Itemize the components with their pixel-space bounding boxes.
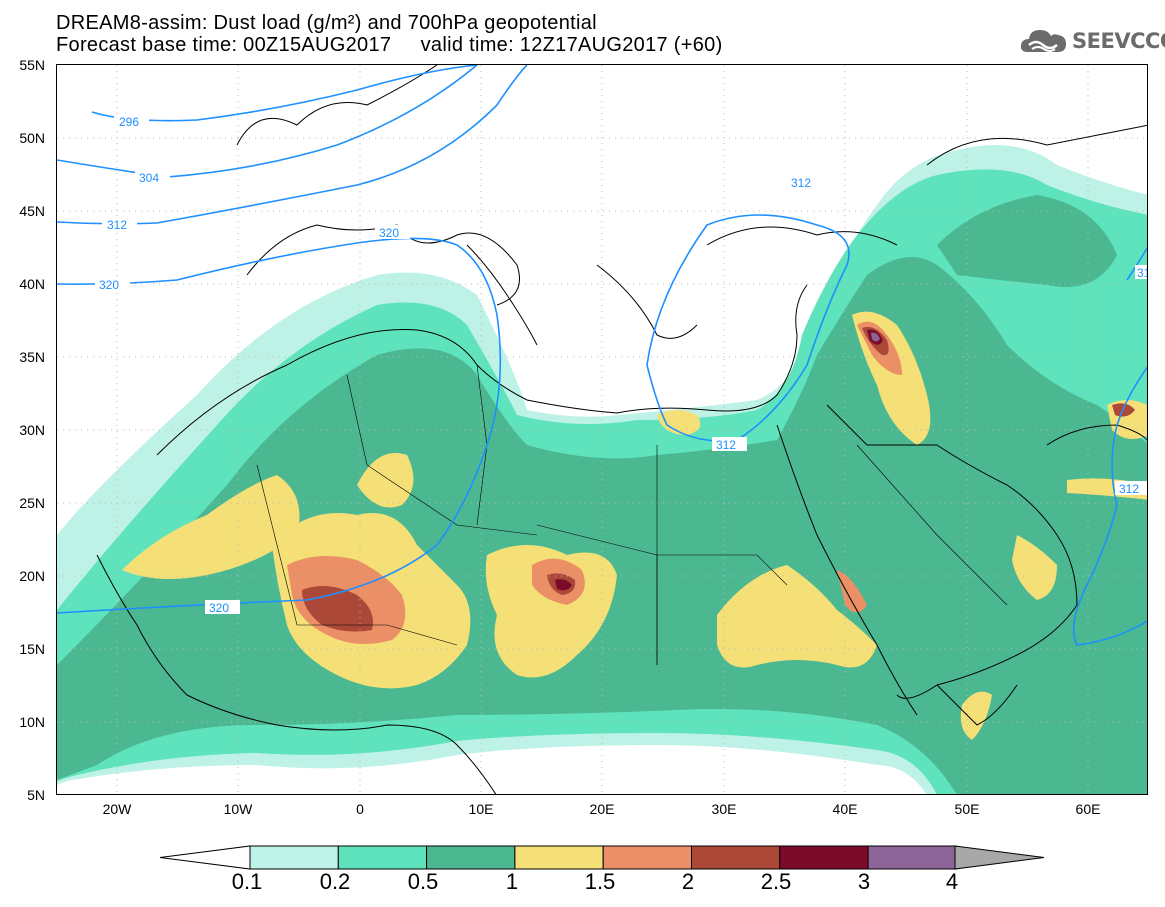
colorbar-swatch	[602, 845, 693, 870]
dust-shading-3.0	[871, 332, 880, 342]
colorbar-swatch	[249, 845, 339, 870]
chart-subtitle: Forecast base time: 00Z15AUG2017 valid t…	[56, 34, 723, 56]
colorbar-high-triangle	[954, 845, 1045, 870]
contour-label: 304	[135, 170, 170, 185]
svg-text:312: 312	[1119, 482, 1139, 496]
cloud-logo-icon	[1020, 30, 1066, 52]
lon-label: 60E	[1075, 801, 1101, 817]
contour-label: 320	[95, 277, 130, 292]
contour-label: 312	[787, 175, 822, 190]
colorbar-swatch	[867, 845, 957, 870]
contour-label: 312	[1115, 481, 1147, 496]
contour-label: 320	[205, 600, 240, 615]
lat-label: 10N	[19, 714, 45, 730]
colorbar-swatch	[691, 845, 781, 870]
lat-label: 40N	[19, 276, 45, 292]
lon-label: 10E	[468, 801, 494, 817]
lon-label: 30E	[711, 801, 737, 817]
contour-labels: 296 304 312 320 320 312 312 312 320 312	[95, 114, 1148, 615]
colorbar-swatches	[249, 845, 957, 870]
geopotential-contours	[57, 65, 1147, 646]
lat-label: 45N	[19, 203, 45, 219]
colorbar-label: 0.1	[231, 869, 263, 894]
svg-text:312: 312	[716, 438, 736, 452]
coastlines	[96, 65, 1147, 794]
svg-text:320: 320	[209, 601, 229, 615]
lat-label: 50N	[19, 130, 45, 146]
lat-label: 25N	[19, 495, 45, 511]
colorbar-low-triangle	[160, 845, 251, 870]
contour-label: 320	[375, 225, 410, 240]
svg-text:296: 296	[119, 115, 139, 129]
contour-label: 312	[1135, 265, 1148, 280]
lat-label: 15N	[19, 641, 45, 657]
lon-label: 0	[356, 801, 364, 817]
colorbar-swatch	[337, 845, 428, 870]
lon-label: 20E	[589, 801, 615, 817]
colorbar-label: 2	[681, 869, 695, 894]
colorbar-label: 0.5	[407, 869, 439, 894]
lat-label: 30N	[19, 422, 45, 438]
lat-label: 35N	[19, 349, 45, 365]
colorbar-label: 1	[505, 869, 519, 894]
contour-label: 312	[712, 437, 747, 452]
contour-label: 296	[114, 114, 149, 129]
graticule	[57, 65, 1147, 794]
colorbar	[160, 845, 1045, 870]
colorbar-label: 2.5	[760, 869, 792, 894]
lon-label: 20W	[102, 801, 132, 817]
dust-map: 296 304 312 320 320 312 312 312 320 312	[57, 65, 1148, 794]
colorbar-swatch	[514, 845, 604, 870]
lat-label: 5N	[27, 787, 45, 803]
contour-label: 312	[102, 217, 137, 232]
svg-text:312: 312	[1137, 266, 1148, 280]
logo-text: SEEVCCC	[1072, 29, 1165, 53]
lat-label: 55N	[19, 57, 45, 73]
lon-label: 50E	[954, 801, 980, 817]
colorbar-swatch	[426, 845, 516, 870]
svg-text:312: 312	[791, 176, 811, 190]
chart-title: DREAM8-assim: Dust load (g/m²) and 700hP…	[56, 12, 597, 34]
lat-label: 20N	[19, 568, 45, 584]
svg-text:320: 320	[379, 226, 399, 240]
colorbar-label: 0.2	[319, 869, 351, 894]
lon-label: 40E	[832, 801, 858, 817]
colorbar-label: 3	[857, 869, 871, 894]
map-plot-area: 296 304 312 320 320 312 312 312 320 312	[56, 64, 1148, 795]
colorbar-label: 4	[945, 869, 959, 894]
colorbar-label: 1.5	[584, 869, 616, 894]
svg-text:312: 312	[107, 218, 127, 232]
svg-text:304: 304	[139, 171, 159, 185]
seevccc-logo: SEEVCCC	[1020, 26, 1165, 56]
colorbar-swatch	[779, 845, 869, 870]
lon-label: 10W	[223, 801, 253, 817]
svg-text:320: 320	[99, 278, 119, 292]
